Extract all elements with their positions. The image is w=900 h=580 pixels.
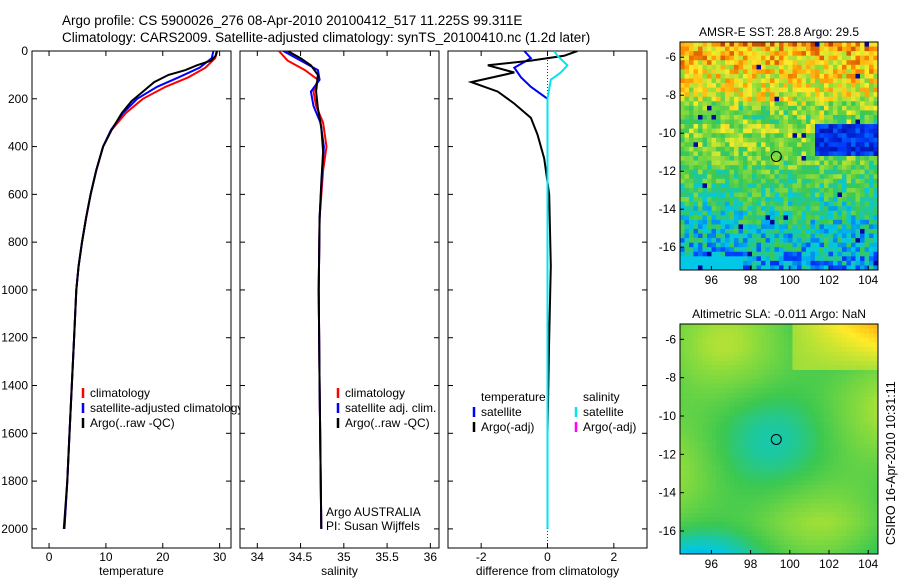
- annotation-text: PI: Susan Wijffels: [326, 519, 420, 533]
- sla_map-y-tick-label: -8: [665, 371, 676, 385]
- sst_map-x-tick-label: 104: [858, 273, 878, 287]
- sla_map-x-tick-label: 98: [744, 557, 758, 571]
- sla_map-argo-position-marker: [770, 433, 782, 445]
- sst_map-y-tick-label: -8: [665, 88, 676, 102]
- legend-label: climatology: [90, 386, 150, 400]
- sst_map-y-tick-label: -12: [659, 164, 677, 178]
- sst_map-grid-cells: [680, 42, 879, 271]
- salinity-panel: 34 34.5 35 35.5 36 salinity climatologysatelli…: [239, 50, 440, 578]
- salinity-x-tick-label: 34.5: [289, 550, 313, 564]
- legend-label: Argo(-adj): [583, 420, 636, 434]
- y-tick-label: 1200: [1, 331, 28, 345]
- sla_map-y-tick-label: -12: [659, 447, 677, 461]
- sst_map-x-tick-label: 102: [819, 273, 839, 287]
- sst_map-x-tick-label: 98: [744, 273, 758, 287]
- legend-header-salinity: salinity: [583, 390, 620, 404]
- salinity-x-tick-label: 34: [251, 550, 265, 564]
- y-tick-label: 800: [8, 235, 28, 249]
- salinity-x-tick-label: 36: [424, 550, 438, 564]
- sla_map-y-tick-label: -14: [659, 486, 677, 500]
- y-tick-label: 0: [21, 44, 28, 58]
- sst_map-y-tick-label: -10: [659, 126, 677, 140]
- y-tick-label: 2000: [1, 522, 28, 536]
- legend-label: satellite-adjusted climatology: [90, 401, 243, 415]
- sla_map-title: Altimetric SLA: -0.011 Argo: NaN: [692, 307, 866, 321]
- annotation-text: Argo AUSTRALIA: [326, 505, 421, 519]
- series-argo-raw-qc-: [62, 51, 218, 529]
- series-temperature-argo-adj-: [467, 51, 578, 529]
- salinity-axes-box: [239, 50, 440, 549]
- sla_map-y-tick-label: -16: [659, 524, 677, 538]
- temperature-x-tick-label: 0: [46, 550, 53, 564]
- legend-label: Argo(..raw -QC): [90, 416, 175, 430]
- salinity-x-axis-label: salinity: [321, 564, 358, 578]
- sla_map-axes-box: [679, 323, 879, 555]
- sst_map-y-tick-label: -14: [659, 202, 677, 216]
- sst_map-axes-box: [679, 41, 879, 271]
- difference-x-tick-label: 2: [610, 550, 617, 564]
- timestamp-label: CSIRO 16-Apr-2010 10:31:11: [884, 381, 898, 545]
- legend-label: Argo(..raw -QC): [345, 416, 430, 430]
- temperature-x-tick-label: 10: [99, 550, 113, 564]
- series-argo-raw-qc-: [287, 51, 325, 529]
- sla_map-x-tick-label: 104: [858, 557, 878, 571]
- temperature-x-tick-label: 30: [213, 550, 227, 564]
- y-tick-label: 1000: [1, 283, 28, 297]
- sla_map-x-tick-label: 100: [780, 557, 800, 571]
- legend-label: climatology: [345, 386, 405, 400]
- y-tick-label: 600: [8, 187, 28, 201]
- series-salinity-satellite: [546, 51, 569, 529]
- sst_map-x-tick-label: 100: [780, 273, 800, 287]
- y-tick-label: 1600: [1, 426, 28, 440]
- sla_map-y-tick-label: -10: [659, 409, 677, 423]
- sst_map-y-tick-label: -16: [659, 240, 677, 254]
- difference-x-axis-label: difference from climatology: [476, 564, 619, 578]
- sst_map-x-tick-label: 96: [705, 273, 719, 287]
- legend-label: satellite: [481, 405, 522, 419]
- temperature-x-axis-label: temperature: [99, 564, 164, 578]
- salinity-x-tick-label: 35.5: [375, 550, 399, 564]
- temperature-axes-box: [31, 50, 232, 549]
- y-tick-label: 400: [8, 140, 28, 154]
- y-tick-label: 200: [8, 92, 28, 106]
- temperature-x-tick-label: 20: [156, 550, 170, 564]
- legend-label: satellite: [583, 405, 624, 419]
- sla_map-panel: Altimetric SLA: -0.011 Argo: NaN -6 -8 -10 -…: [659, 307, 879, 571]
- figure-title-line-1: Argo profile: CS 5900026_276 08-Apr-2010…: [62, 13, 523, 28]
- sst_map-argo-position-marker: [770, 150, 782, 162]
- temperature-panel: 0 200 400 600 800 1000 1200 1400 1600 1800 2000 0 10…: [1, 44, 243, 578]
- sst_map-panel: AMSR-E SST: 28.8 Argo: 29.5 -6 -8 -10 -12 -14…: [659, 25, 879, 287]
- sst_map-title: AMSR-E SST: 28.8 Argo: 29.5: [699, 25, 859, 39]
- sla_map-y-tick-label: -6: [665, 332, 676, 346]
- legend-header-temperature: temperature: [481, 390, 546, 404]
- sla_map-grid-cells: [680, 324, 879, 555]
- difference-x-tick-label: 0: [544, 550, 551, 564]
- sla_map-x-tick-label: 96: [705, 557, 719, 571]
- sst_map-y-tick-label: -6: [665, 50, 676, 64]
- salinity-x-tick-label: 35: [337, 550, 351, 564]
- y-tick-label: 1400: [1, 379, 28, 393]
- legend-label: Argo(-adj): [481, 420, 534, 434]
- legend-label: satellite adj. clim.: [345, 401, 436, 415]
- difference-x-tick-label: -2: [476, 550, 487, 564]
- figure-title-line-2: Climatology: CARS2009. Satellite-adjuste…: [62, 30, 591, 45]
- sla_map-x-tick-label: 102: [819, 557, 839, 571]
- y-tick-label: 1800: [1, 474, 28, 488]
